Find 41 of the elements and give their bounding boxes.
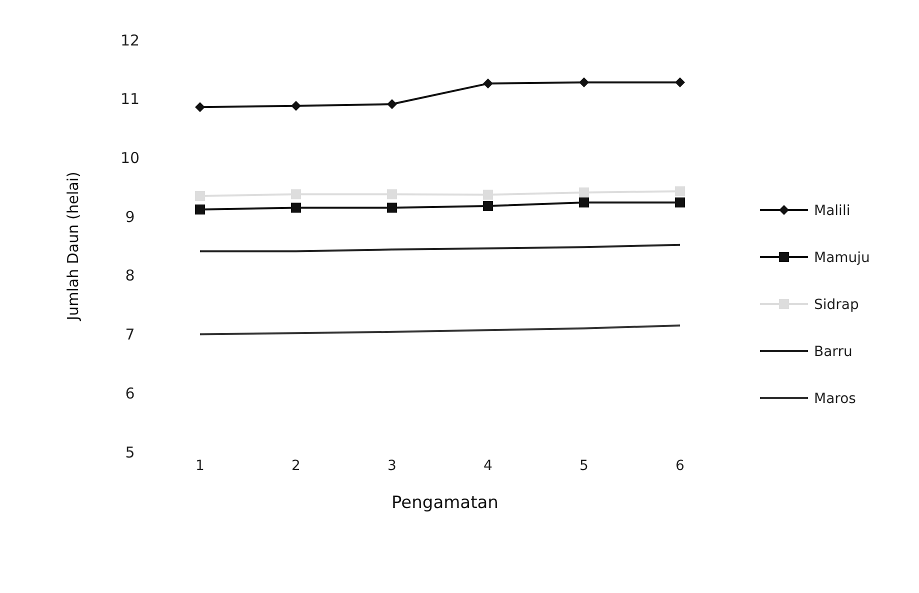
legend-label: Mamuju <box>814 250 870 266</box>
x-tick-label: 2 <box>292 458 300 474</box>
legend-label: Barru <box>814 344 852 360</box>
point <box>483 190 493 200</box>
point <box>195 102 205 112</box>
point <box>483 200 493 211</box>
line-series <box>199 324 681 336</box>
point <box>675 186 685 196</box>
x-tick-label: 4 <box>484 458 493 474</box>
legend-label: Maros <box>814 390 856 407</box>
y-tick-label: 6 <box>125 384 135 402</box>
y-axis-title: Jumlah Daun (helai) <box>64 172 82 322</box>
point <box>195 204 205 215</box>
x-tick-label: 6 <box>676 458 685 474</box>
point <box>579 187 589 198</box>
y-tick-label: 10 <box>120 148 140 167</box>
legend-label: Malili <box>814 202 850 219</box>
point <box>291 100 301 111</box>
point <box>195 190 205 201</box>
y-tick-label: 5 <box>125 443 135 462</box>
point <box>675 197 685 208</box>
x-tick-label: 3 <box>388 458 396 474</box>
point <box>483 78 493 89</box>
line-series <box>199 244 681 252</box>
y-tick-label: 11 <box>120 90 140 108</box>
x-tick-label: 1 <box>196 458 204 474</box>
point <box>579 197 589 208</box>
point <box>387 99 397 110</box>
x-tick-label: 5 <box>580 458 588 474</box>
point <box>387 189 397 200</box>
point <box>579 77 589 88</box>
point <box>675 77 685 88</box>
y-tick-label: 9 <box>125 208 135 226</box>
point <box>291 189 301 200</box>
point <box>291 202 301 213</box>
y-tick-label: 7 <box>125 326 135 344</box>
point <box>387 202 397 213</box>
legend-label: Sidrap <box>814 296 859 313</box>
y-tick-label: 12 <box>120 31 140 50</box>
y-tick-label: 8 <box>125 266 135 285</box>
x-axis-title: Pengamatan <box>392 493 498 513</box>
